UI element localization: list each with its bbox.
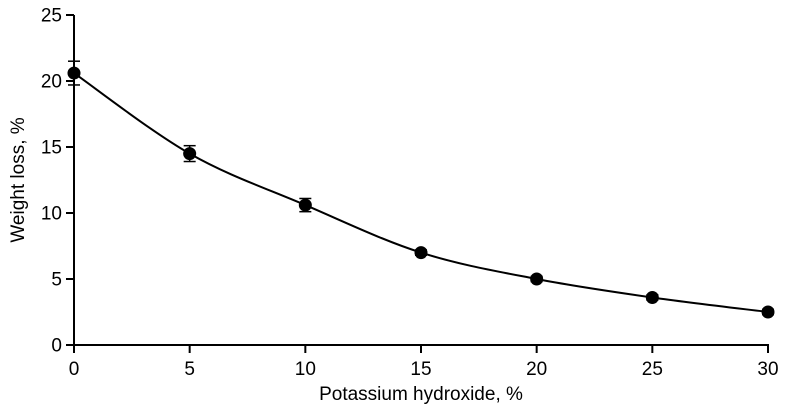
- x-tick-label: 20: [526, 359, 547, 380]
- x-tick-label: 25: [642, 359, 663, 380]
- x-axis-title: Potassium hydroxide, %: [319, 384, 523, 405]
- y-axis-title: Weight loss, %: [8, 117, 29, 243]
- x-tick-label: 0: [69, 359, 80, 380]
- series-line: [73, 72, 769, 313]
- y-tick-label: 15: [41, 138, 62, 159]
- data-point-marker: [67, 66, 81, 80]
- data-point-marker: [645, 290, 659, 304]
- x-tick-label: 15: [410, 359, 431, 380]
- data-point-marker: [414, 246, 428, 260]
- y-tick-label: 5: [51, 270, 62, 291]
- x-tick-label: 5: [184, 359, 195, 380]
- x-tick-label: 10: [295, 359, 316, 380]
- data-point-marker: [298, 198, 312, 212]
- data-point-marker: [761, 305, 775, 319]
- y-tick-label: 0: [51, 336, 62, 357]
- y-tick-label: 25: [41, 6, 62, 27]
- data-point-marker: [530, 272, 544, 286]
- y-tick-label: 20: [41, 72, 62, 93]
- y-tick-label: 10: [41, 204, 62, 225]
- x-tick-label: 30: [757, 359, 778, 380]
- data-point-marker: [183, 147, 197, 161]
